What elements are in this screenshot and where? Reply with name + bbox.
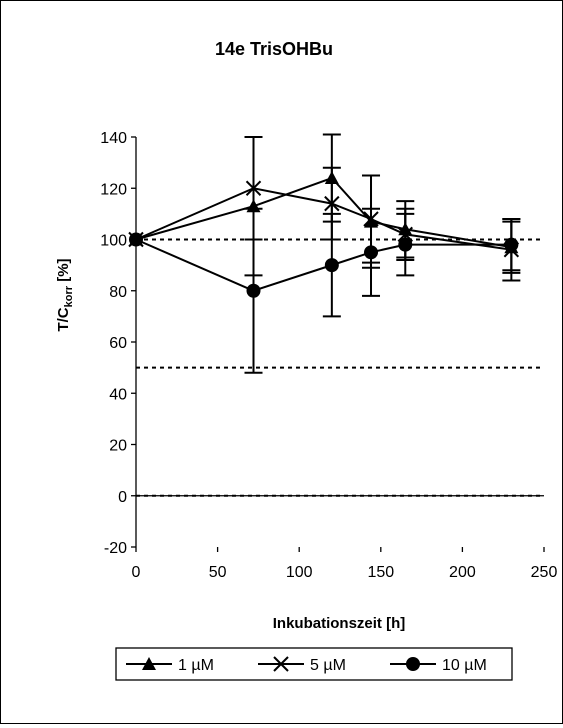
series-2-point <box>324 195 340 212</box>
chart-title: 14e TrisOHBu <box>215 39 333 59</box>
legend-marker <box>273 656 289 672</box>
legend-item-3: 10 µM <box>390 657 487 674</box>
y-tick-label: 140 <box>100 130 127 147</box>
legend-marker <box>142 657 156 670</box>
legend-item-2: 5 µM <box>258 656 346 674</box>
series-2 <box>128 136 521 282</box>
series-3-line <box>135 238 512 292</box>
y-axis-label-sub: korr <box>63 285 75 307</box>
series-2-point <box>245 180 262 196</box>
y-tick-label: 120 <box>100 181 127 198</box>
x-tick-label: 150 <box>367 564 394 581</box>
series-2-line <box>135 187 512 251</box>
series-3-point <box>324 258 339 273</box>
y-tick-label: 60 <box>109 335 127 352</box>
y-axis-label-main: T/C <box>55 307 72 331</box>
legend-label: 1 µM <box>178 657 214 674</box>
legend: 1 µM 5 µM 10 µM <box>115 647 513 681</box>
y-axis-label: T/Ckorr [%] <box>55 258 75 331</box>
x-tick-label: 100 <box>286 564 313 581</box>
legend-item-1: 1 µM <box>126 657 214 674</box>
series-3-point <box>364 245 379 260</box>
y-tick-label: 20 <box>109 438 127 455</box>
y-tick-label: 100 <box>100 233 127 250</box>
x-tick-label: 0 <box>132 564 141 581</box>
x-tick-label: 200 <box>449 564 476 581</box>
legend-box <box>115 647 513 681</box>
series-3-point <box>246 283 261 298</box>
y-tick-label: 80 <box>109 284 127 301</box>
x-tick-label: 250 <box>531 564 558 581</box>
series-3 <box>129 207 521 374</box>
legend-label: 10 µM <box>442 657 487 674</box>
series-3-point <box>129 232 143 247</box>
y-axis-label-suffix: [%] <box>55 258 72 286</box>
legend-label: 5 µM <box>310 657 346 674</box>
series-3-point <box>398 237 413 252</box>
series-1-line <box>135 176 512 249</box>
y-tick-label: 0 <box>118 489 127 506</box>
x-axis-label: Inkubationszeit [h] <box>273 615 406 632</box>
x-tick-label: 50 <box>209 564 227 581</box>
legend-marker <box>406 657 420 671</box>
series-1 <box>129 133 521 277</box>
svg-text:T/Ckorr [%]: T/Ckorr [%] <box>55 258 75 331</box>
y-tick-label: -20 <box>104 540 127 557</box>
plot-area: -20 0 20 40 60 80 100 120 140 0 50 100 150 200 250 <box>100 130 557 581</box>
series-3-point <box>504 237 519 252</box>
y-tick-label: 40 <box>109 386 127 403</box>
